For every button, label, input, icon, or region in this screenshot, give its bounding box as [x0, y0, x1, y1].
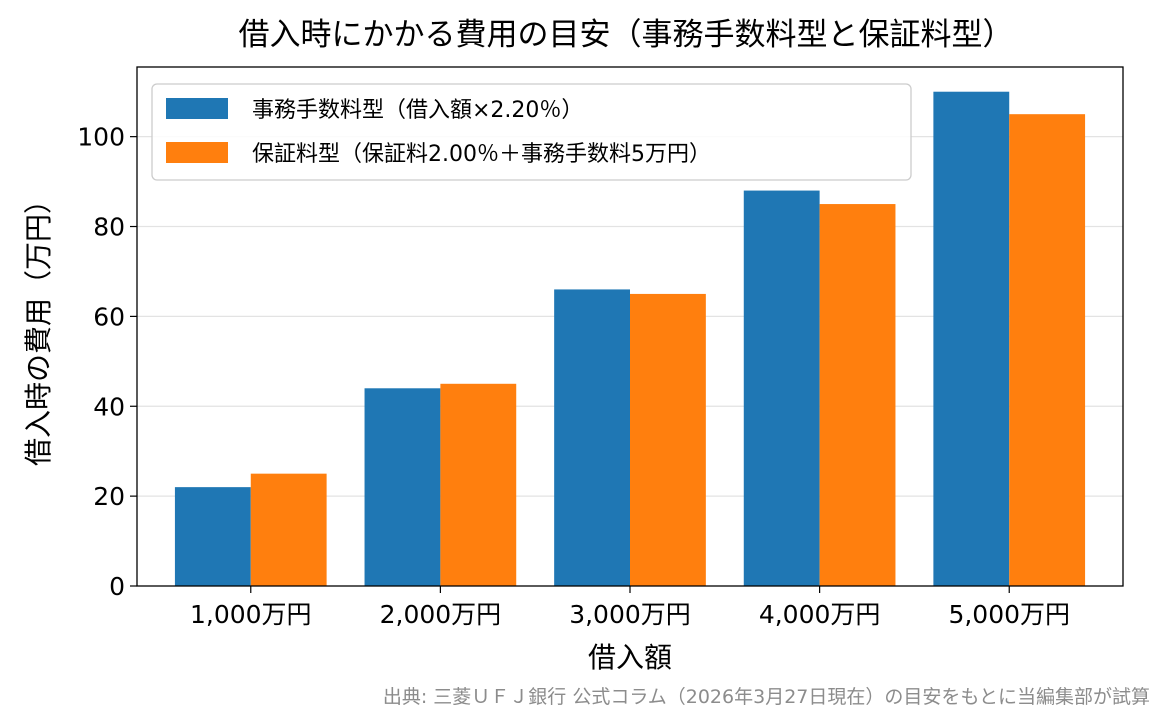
bar-series-2-3	[630, 293, 706, 586]
bar-series-1-1	[174, 487, 251, 586]
y-tick-label: 100	[77, 123, 125, 152]
x-tick-label: 4,000万円	[759, 600, 881, 629]
legend-label-series-1: 事務手数料型（借入額×2.20％）	[252, 98, 583, 123]
legend-box	[151, 83, 912, 181]
x-tick-label: 1,000万円	[190, 600, 312, 629]
bar-series-1-5	[933, 91, 1010, 586]
x-axis-label: 借入額	[588, 641, 672, 674]
bar-group	[174, 91, 1086, 587]
y-tick-label: 20	[93, 482, 125, 511]
y-tick-label: 0	[109, 572, 125, 601]
y-tick-label: 40	[93, 392, 125, 421]
bar-series-2-5	[1009, 114, 1086, 586]
chart-title: 借入時にかかる費用の目安（事務手数料型と保証料型）	[239, 17, 1014, 53]
x-tick-label: 5,000万円	[948, 600, 1070, 629]
y-axis: 0 20 40 60 80 100	[77, 123, 137, 601]
source-note: 出典: 三菱ＵＦＪ銀行 公式コラム（2026年3月27日現在）の目安をもとに当編…	[383, 686, 1150, 708]
x-axis: 1,000万円 2,000万円 3,000万円 4,000万円 5,000万円	[190, 586, 1070, 629]
x-tick-label: 2,000万円	[380, 600, 502, 629]
legend-label-series-2: 保証料型（保証料2.00％＋事務手数料5万円）	[252, 142, 711, 167]
bar-series-2-4	[819, 204, 896, 586]
y-axis-label: 借入時の費用（万円）	[22, 186, 55, 466]
bar-series-1-4	[743, 190, 820, 587]
y-tick-label: 60	[93, 302, 125, 331]
bar-series-1-2	[364, 388, 441, 586]
legend-swatch-series-2	[166, 142, 228, 163]
bar-series-2-2	[440, 383, 517, 586]
legend: 事務手数料型（借入額×2.20％） 保証料型（保証料2.00％＋事務手数料5万円…	[151, 83, 912, 181]
x-tick-label: 3,000万円	[569, 600, 691, 629]
bar-series-2-1	[250, 473, 327, 586]
y-tick-label: 80	[93, 213, 125, 242]
legend-swatch-series-1	[166, 98, 228, 119]
bar-series-1-3	[554, 289, 630, 586]
